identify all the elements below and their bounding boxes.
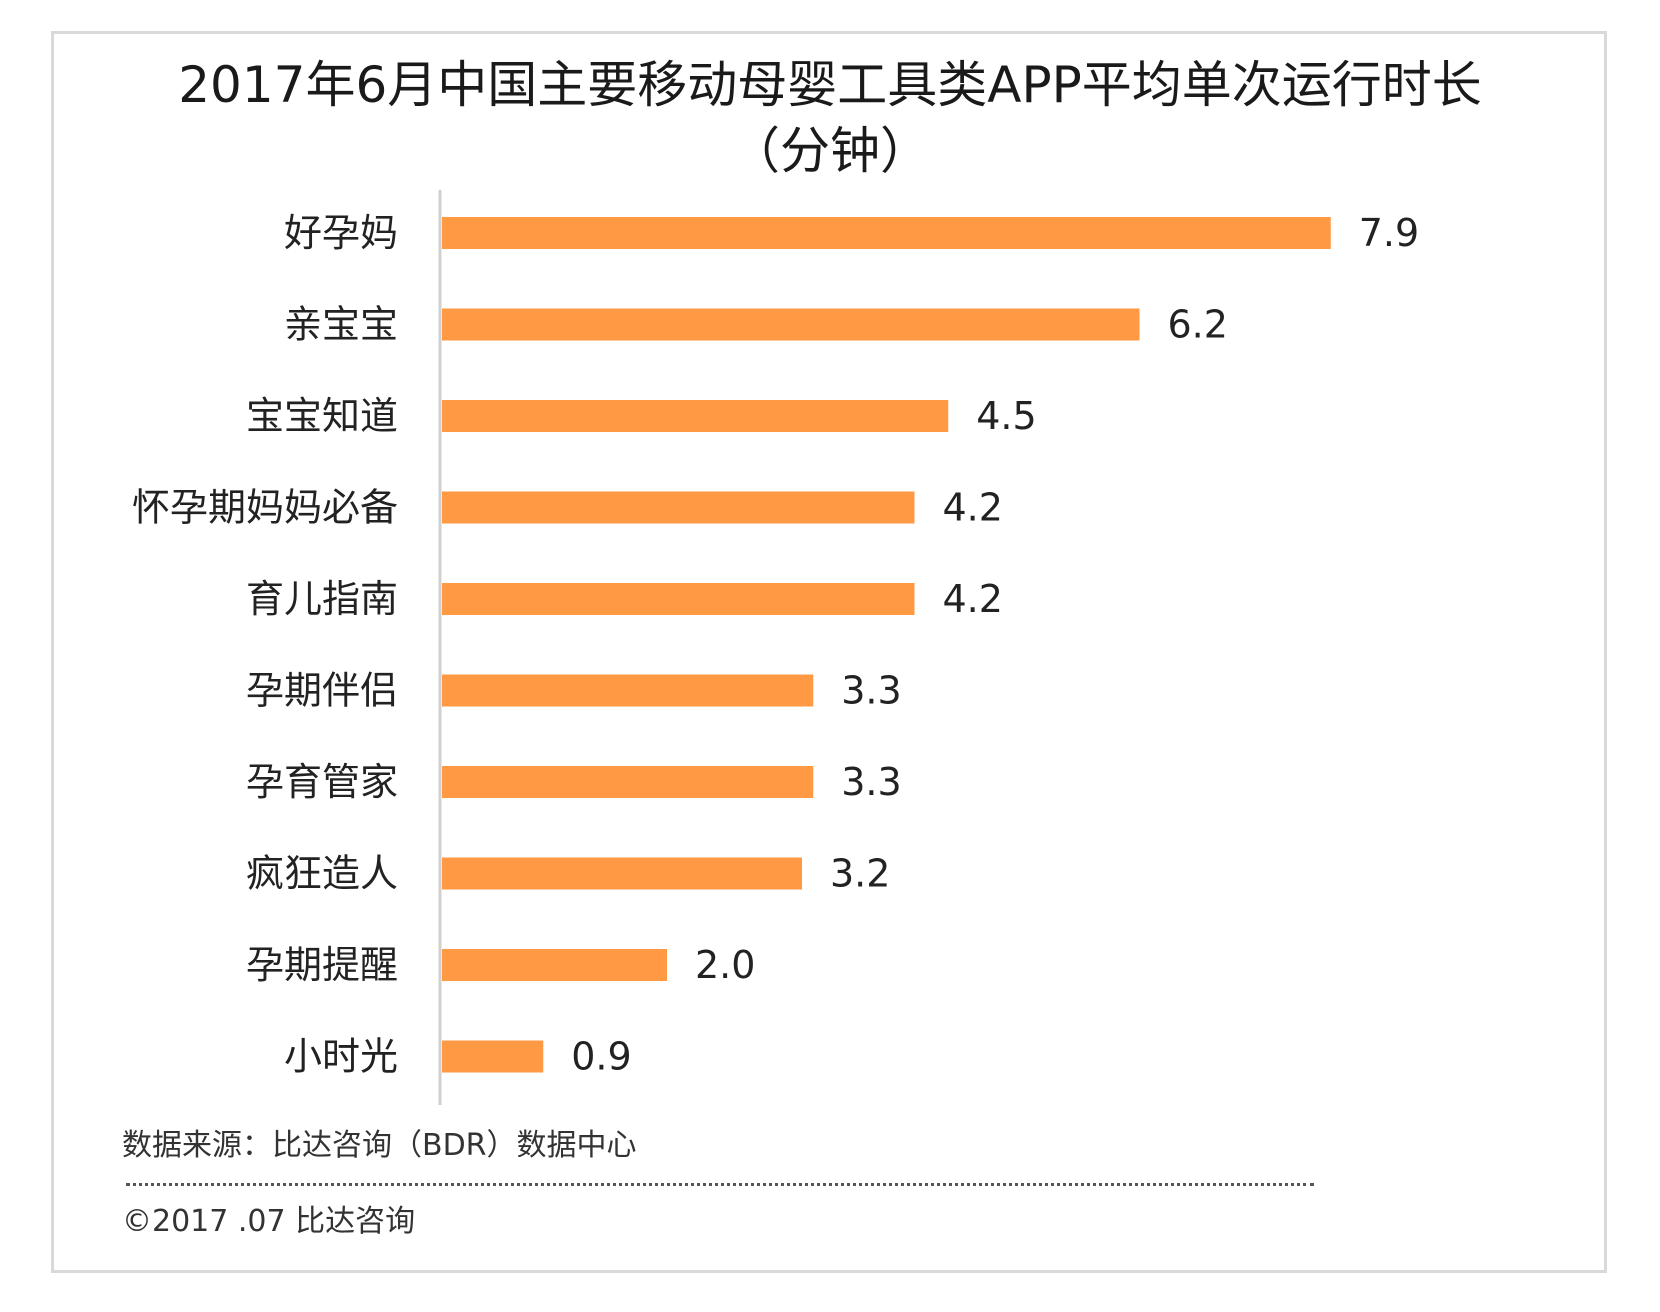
category-label: 小时光: [284, 1035, 398, 1079]
bar: [442, 949, 667, 981]
bar: [442, 1040, 544, 1073]
value-label: 4.2: [943, 577, 1003, 621]
bar: [442, 857, 802, 890]
bar: [442, 583, 915, 615]
category-label: 育儿指南: [246, 577, 398, 621]
bar: [442, 400, 949, 432]
category-label: 宝宝知道: [246, 394, 398, 438]
value-label: 7.9: [1359, 211, 1419, 255]
value-label: 3.3: [841, 760, 901, 804]
value-label: 4.2: [943, 486, 1003, 530]
category-label: 怀孕期妈妈必备: [132, 486, 398, 530]
value-label: 3.2: [830, 852, 890, 896]
value-label: 6.2: [1168, 303, 1228, 347]
dotted-divider: [126, 1183, 1314, 1186]
chart-title-line-1: 2017年6月中国主要移动母婴工具类APP平均单次运行时长: [178, 56, 1482, 114]
data-source-note: 数据来源：比达咨询（BDR）数据中心: [122, 1128, 637, 1163]
category-label: 孕育管家: [246, 760, 398, 804]
bar: [442, 766, 814, 798]
value-label: 0.9: [571, 1035, 631, 1079]
bar: [442, 674, 814, 707]
category-label: 孕期提醒: [246, 943, 398, 987]
value-label: 3.3: [841, 669, 901, 713]
category-label: 孕期伴侣: [246, 669, 398, 713]
chart-frame: [51, 31, 1607, 1273]
bar: [442, 217, 1331, 249]
copyright-note: ©2017 .07 比达咨询: [122, 1204, 416, 1239]
bar: [442, 491, 915, 524]
category-label: 好孕妈: [284, 211, 398, 255]
category-label: 疯狂造人: [246, 852, 398, 896]
category-label: 亲宝宝: [284, 303, 398, 347]
chart-title-line-2: （分钟）: [730, 122, 930, 180]
bar: [442, 308, 1140, 341]
value-label: 4.5: [976, 394, 1036, 438]
value-label: 2.0: [695, 943, 755, 987]
